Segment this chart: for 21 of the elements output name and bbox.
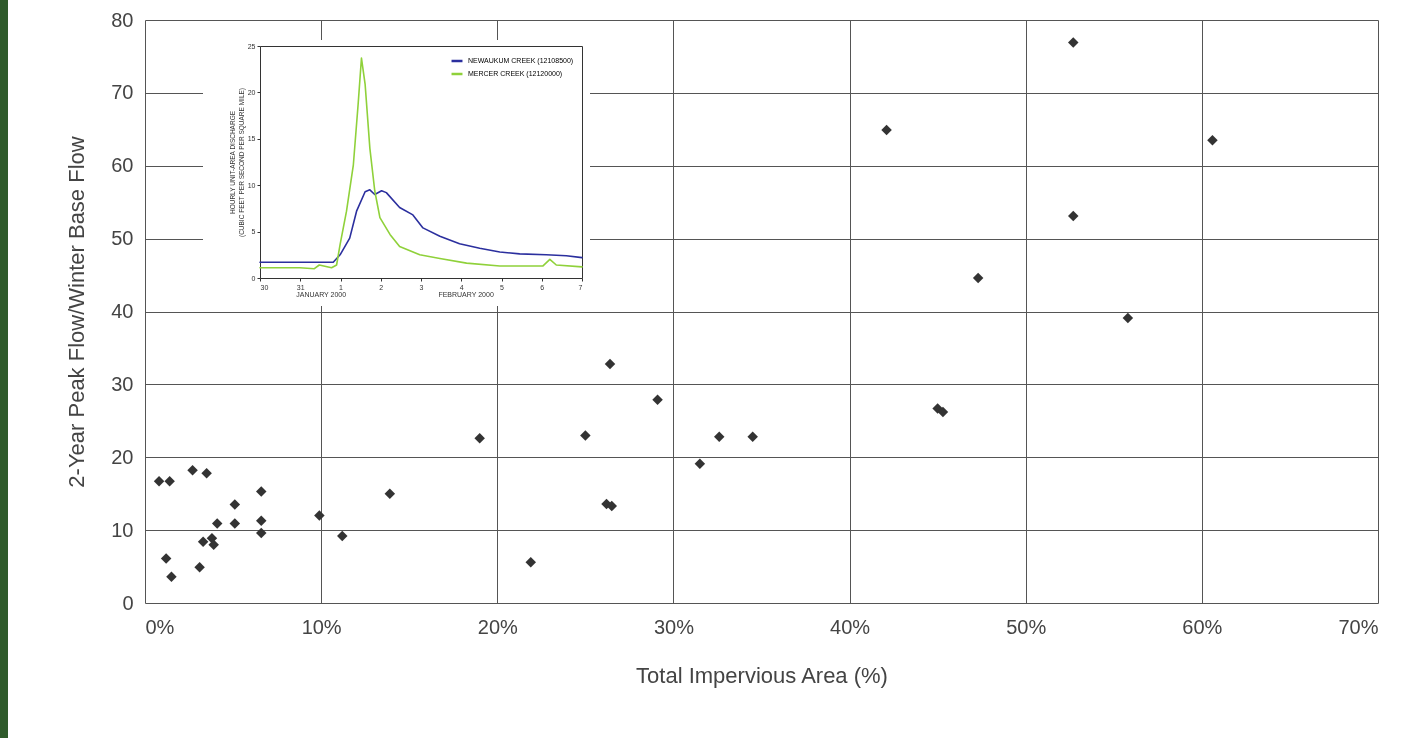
y-tick-label: 40	[111, 300, 134, 322]
y-tick-label: 30	[111, 372, 134, 395]
line-series	[259, 57, 583, 270]
y-tick-label: 70	[111, 81, 134, 104]
line-series	[259, 189, 583, 264]
x-tick-label: 60%	[1182, 615, 1223, 638]
y-tick-label: 20	[111, 445, 134, 468]
x-tick-label: 10%	[301, 615, 342, 638]
y-tick-label: 50	[111, 227, 134, 250]
y-axis-title: 2-Year Peak Flow/Winter Base Flow	[64, 136, 90, 488]
y-tick-label: 10	[111, 518, 134, 541]
y-tick-label: 60	[111, 154, 134, 177]
x-tick-label: 20%	[477, 615, 519, 638]
x-tick-label: 50%	[1006, 615, 1047, 638]
x-tick-label: 0%	[145, 615, 175, 638]
x-tick-label: 30%	[653, 615, 695, 638]
y-tick-label: 0	[122, 591, 134, 614]
x-tick-label: 40%	[830, 615, 871, 638]
y-tick-label: 80	[111, 8, 134, 31]
x-tick-label: 70%	[1338, 615, 1379, 638]
x-axis-title: Total Impervious Area (%)	[636, 662, 888, 688]
